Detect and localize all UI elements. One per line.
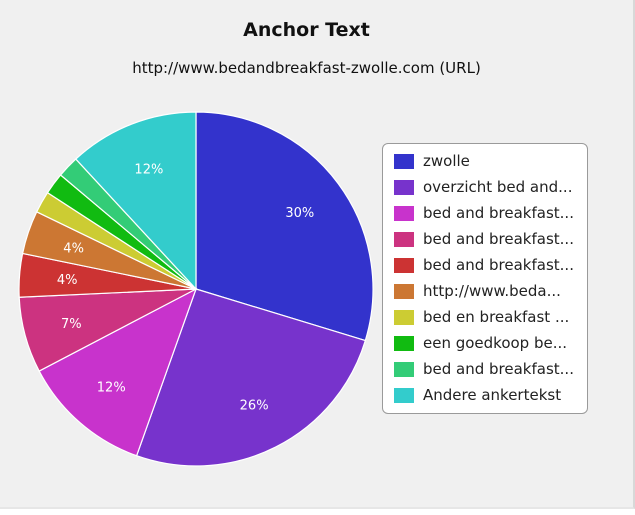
legend-swatch xyxy=(394,205,414,221)
legend-label: overzicht bed and... xyxy=(423,178,573,196)
chart-subtitle: http://www.bedandbreakfast-zwolle.com (U… xyxy=(132,59,481,77)
legend-swatch xyxy=(394,231,414,247)
legend-item-3[interactable]: bed and breakfast... xyxy=(394,229,574,249)
legend-label: bed and breakfast... xyxy=(423,360,574,378)
pie-data-label-9: 12% xyxy=(134,163,163,178)
legend: zwolle overzicht bed and... bed and breakf… xyxy=(382,143,588,414)
pie-slice-9[interactable] xyxy=(74,111,197,291)
legend-swatch xyxy=(394,257,414,273)
pie-data-label-0: 30% xyxy=(285,206,314,221)
pie-data-label-1: 26% xyxy=(240,398,269,413)
legend-label: http://www.beda... xyxy=(423,282,561,300)
legend-swatch xyxy=(394,361,414,377)
legend-swatch xyxy=(394,153,414,169)
legend-swatch xyxy=(394,283,414,299)
legend-item-7[interactable]: een goedkoop be... xyxy=(394,333,567,353)
chart-title: Anchor Text xyxy=(243,19,370,41)
legend-swatch xyxy=(394,179,414,195)
pie-data-label-2: 12% xyxy=(97,381,126,396)
pie-slice-1[interactable] xyxy=(135,288,367,467)
legend-label: zwolle xyxy=(423,152,470,170)
pie-data-label-3: 7% xyxy=(61,317,82,332)
legend-label: Andere ankertekst xyxy=(423,386,562,404)
pie-slice-2[interactable] xyxy=(38,287,198,457)
legend-label: bed and breakfast... xyxy=(423,230,574,248)
legend-item-2[interactable]: bed and breakfast... xyxy=(394,203,574,223)
legend-swatch xyxy=(394,309,414,325)
legend-label: bed and breakfast... xyxy=(423,204,574,222)
pie-data-labels: 30% 26% 12% 7% 4% 4% 12% xyxy=(57,163,314,414)
legend-item-6[interactable]: bed en breakfast ... xyxy=(394,307,569,327)
legend-item-0[interactable]: zwolle xyxy=(394,151,470,171)
pie-slice-0[interactable] xyxy=(195,111,374,342)
legend-item-1[interactable]: overzicht bed and... xyxy=(394,177,572,197)
legend-item-4[interactable]: bed and breakfast... xyxy=(394,255,574,275)
legend-label: bed en breakfast ... xyxy=(423,308,570,326)
legend-label: bed and breakfast... xyxy=(423,256,574,274)
legend-item-5[interactable]: http://www.beda... xyxy=(394,281,561,301)
pie-slices xyxy=(18,111,374,467)
pie-data-label-4: 4% xyxy=(57,273,78,288)
pie-data-label-5: 4% xyxy=(63,242,84,257)
legend-item-8[interactable]: bed and breakfast... xyxy=(394,359,574,379)
legend-swatch xyxy=(394,335,414,351)
legend-item-9[interactable]: Andere ankertekst xyxy=(394,385,561,405)
legend-swatch xyxy=(394,387,414,403)
legend-label: een goedkoop be... xyxy=(423,334,568,352)
pie-chart: 30% 26% 12% 7% 4% 4% 12% xyxy=(18,111,374,467)
